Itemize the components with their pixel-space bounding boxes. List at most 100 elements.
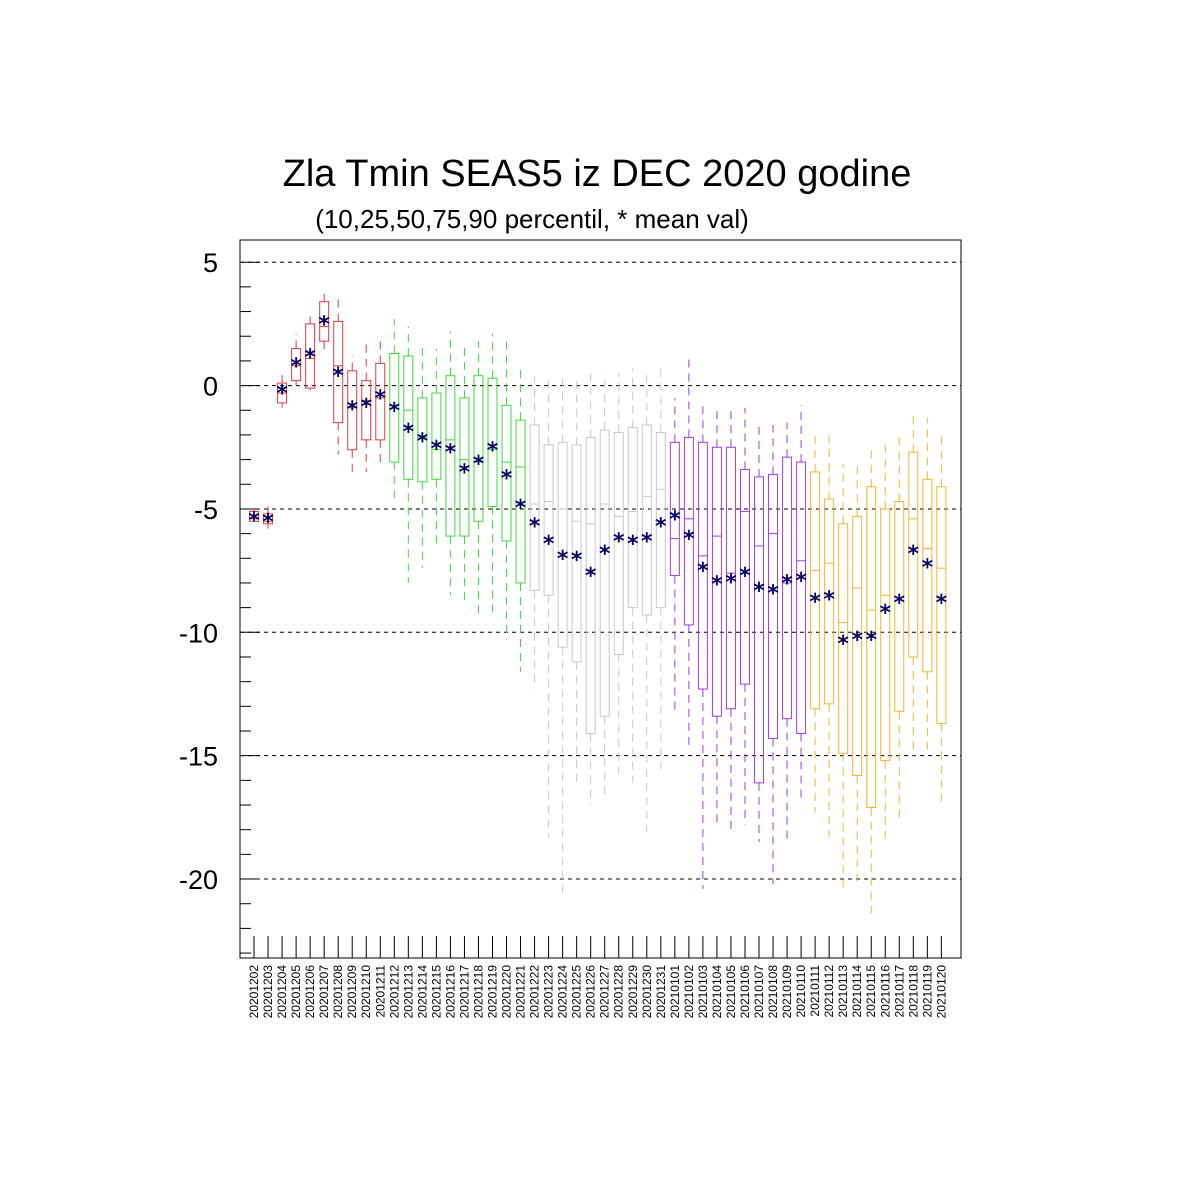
mean-marker: *: [585, 564, 597, 589]
iqr-box: [922, 478, 933, 673]
box-20201202: [249, 508, 260, 522]
x-tick-label: 20201213: [401, 965, 415, 1019]
box-20210114: [852, 464, 863, 887]
mean-marker: *: [515, 496, 527, 521]
x-tick-label: 20210104: [710, 965, 724, 1019]
mean-marker: *: [290, 354, 302, 379]
iqr-box: [347, 370, 358, 451]
mean-marker: *: [865, 628, 877, 653]
mean-marker: *: [669, 507, 681, 532]
box-20201204: [277, 370, 288, 408]
mean-marker: *: [781, 571, 793, 596]
x-tick-label: 20201223: [542, 965, 556, 1019]
iqr-box: [403, 355, 414, 480]
iqr-box: [487, 377, 498, 507]
x-tick-label: 20201212: [387, 965, 401, 1019]
x-tick-label: 20210120: [934, 965, 948, 1019]
iqr-box: [627, 427, 638, 609]
mean-marker: *: [417, 430, 429, 455]
y-tick-label: -10: [179, 618, 218, 648]
iqr-box: [810, 471, 821, 710]
mean-marker: *: [487, 438, 499, 463]
mean-marker: *: [795, 569, 807, 594]
mean-marker: *: [641, 530, 653, 555]
iqr-box: [361, 380, 372, 441]
mean-marker: *: [753, 579, 765, 604]
box-20201224: [557, 375, 568, 899]
y-tick-label: -5: [194, 495, 218, 525]
box-20201209: [347, 355, 358, 475]
iqr-box: [894, 501, 905, 712]
x-tick-label: 20201220: [500, 965, 514, 1019]
box-20210113: [838, 464, 849, 889]
x-tick-label: 20201214: [415, 965, 429, 1019]
iqr-box: [557, 441, 568, 648]
box-20201212: [389, 318, 400, 502]
x-tick-label: 20201202: [247, 965, 261, 1019]
plot-frame: [239, 239, 962, 959]
iqr-box: [445, 375, 456, 537]
mean-marker: *: [655, 515, 667, 540]
box-20201218: [473, 341, 484, 616]
box-20201213: [403, 326, 414, 583]
box-20210108: [768, 425, 779, 884]
iqr-box: [249, 510, 260, 522]
y-tick-label: 0: [203, 372, 218, 402]
mean-marker: *: [304, 346, 316, 371]
box-20201222: [529, 375, 540, 690]
iqr-box: [417, 397, 428, 483]
box-20210107: [754, 425, 764, 843]
x-tick-label: 20201222: [528, 965, 542, 1019]
mean-marker: *: [501, 467, 513, 492]
box-20210111: [810, 434, 821, 813]
box-20201228: [613, 373, 624, 776]
x-tick-label: 20201203: [261, 965, 275, 1019]
iqr-box: [725, 446, 736, 710]
box-20210101: [669, 397, 680, 712]
iqr-box: [683, 436, 694, 626]
x-tick-label: 20201217: [457, 965, 471, 1019]
mean-marker: *: [529, 515, 541, 540]
iqr-box: [824, 498, 835, 705]
x-tick-label: 20201211: [373, 965, 387, 1018]
x-tick-label: 20210112: [822, 965, 836, 1018]
mean-marker: *: [571, 548, 583, 573]
x-tick-label: 20201204: [275, 965, 289, 1019]
box-20201203: [263, 506, 274, 529]
iqr-box: [375, 362, 386, 441]
iqr-box: [782, 456, 793, 720]
box-20210102: [683, 358, 694, 751]
mean-marker: *: [837, 632, 849, 657]
iqr-box: [585, 436, 596, 734]
iqr-box: [908, 451, 919, 658]
box-20201214: [417, 343, 428, 569]
x-tick-label: 20201205: [289, 965, 303, 1019]
mean-marker: *: [879, 601, 891, 626]
box-20201211: [375, 338, 386, 465]
x-tick-label: 20201226: [584, 965, 598, 1019]
box-20210117: [894, 432, 905, 818]
x-tick-label: 20201216: [443, 965, 457, 1019]
box-20210110: [796, 405, 807, 801]
x-tick-label: 20201225: [570, 965, 584, 1019]
x-tick-label: 20210111: [808, 965, 822, 1017]
box-series: [249, 291, 947, 917]
iqr-box: [571, 444, 582, 663]
x-tick-label: 20210107: [752, 965, 766, 1019]
iqr-box: [880, 508, 891, 762]
iqr-box: [641, 424, 652, 616]
mean-marker: *: [389, 399, 401, 424]
box-20210119: [922, 417, 933, 751]
x-tick-label: 20201207: [317, 965, 331, 1019]
box-20201230: [641, 370, 652, 833]
x-tick-label: 20210108: [766, 965, 780, 1019]
iqr-box: [291, 348, 302, 382]
x-tick-label: 20201219: [485, 965, 499, 1019]
mean-marker: *: [908, 542, 920, 567]
x-tick-label: 20210113: [836, 965, 850, 1018]
x-axis: 20201202 20201203 20201204 20201205 20201206…: [247, 936, 948, 1018]
iqr-box: [936, 486, 947, 725]
box-20201205: [291, 333, 302, 386]
iqr-box: [319, 301, 330, 342]
mean-marker: *: [725, 570, 737, 595]
